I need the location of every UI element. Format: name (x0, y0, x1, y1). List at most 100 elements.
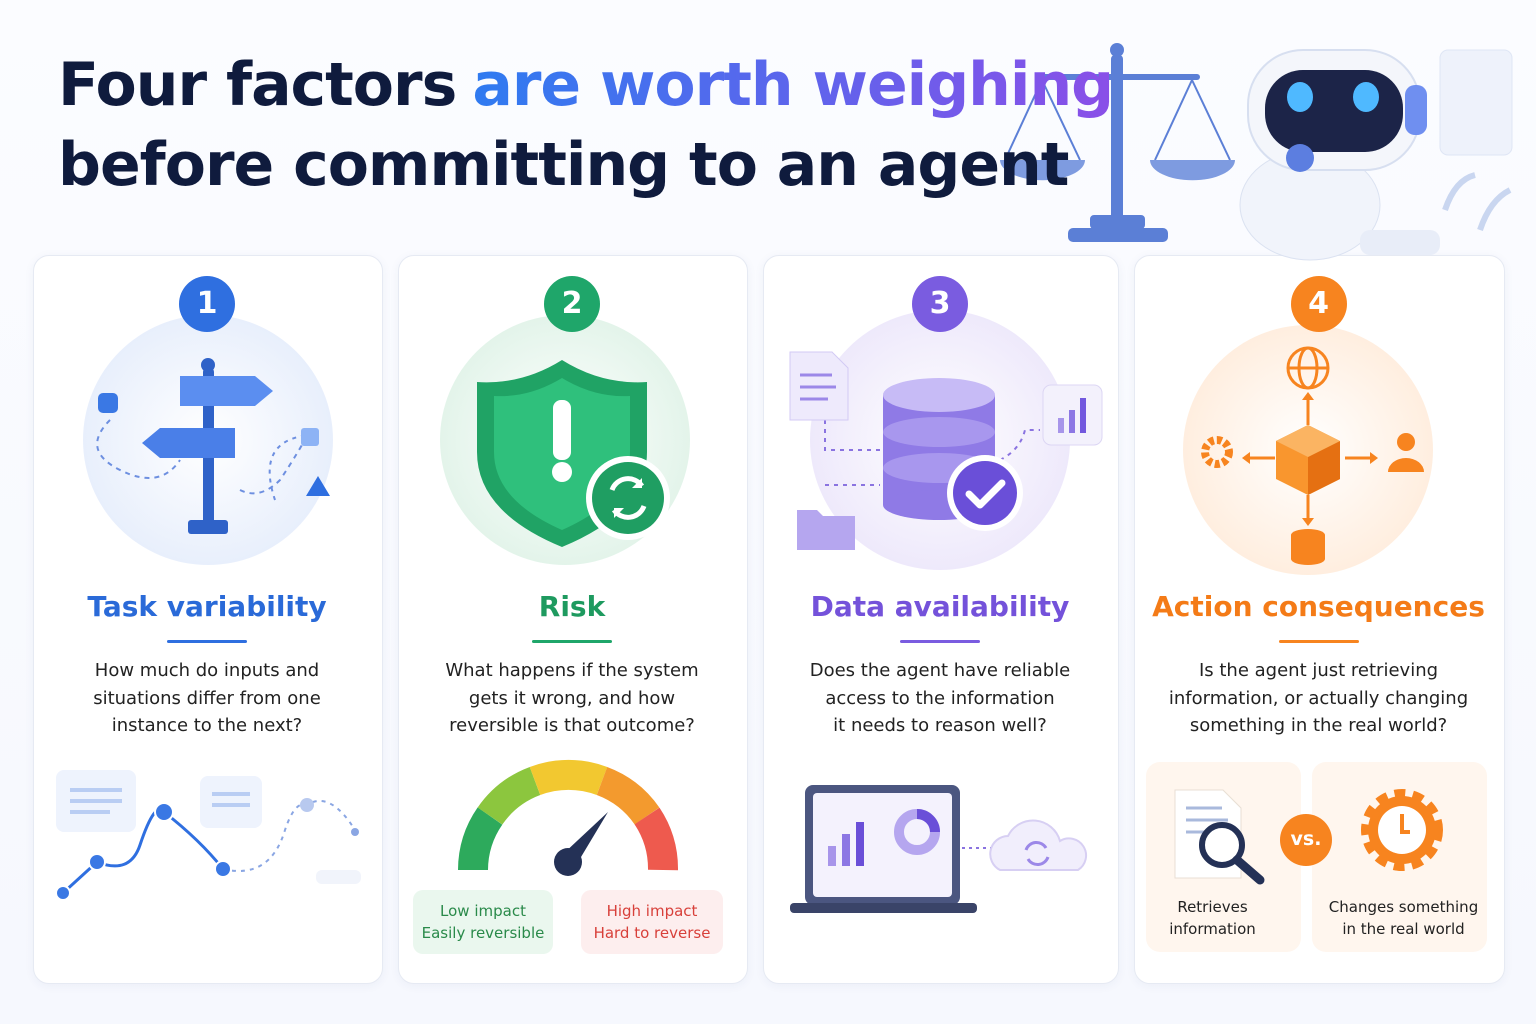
icon-shape (1000, 160, 1085, 181)
icon-shape (316, 870, 361, 884)
card-title: Action consequences (1152, 590, 1485, 623)
icon-shape (553, 400, 571, 460)
icon-shape (200, 776, 262, 828)
reversibility: Hard to reverse (593, 924, 711, 942)
icon-shape (55, 885, 71, 901)
icon-shape (1302, 518, 1314, 526)
icon-shape (1004, 79, 1043, 161)
icon-shape (965, 479, 1006, 509)
icon-shape (596, 766, 660, 825)
icon-shape (142, 428, 235, 458)
card-description: What happens if the system gets it wrong,… (398, 657, 746, 740)
icon-shape (800, 373, 836, 401)
card-title: Data availability (810, 590, 1070, 623)
icon-shape (634, 807, 678, 871)
icon-shape (1405, 85, 1427, 135)
title-underline (532, 640, 612, 643)
description-line: reversible is that outcome? (449, 715, 695, 736)
number-badge: 1 (179, 276, 235, 332)
number-badge: 4 (1290, 276, 1347, 332)
description-line: Does the agent have reliable (809, 660, 1071, 681)
high-impact-label: High impact Hard to reverse (581, 900, 723, 944)
icon-shape (1242, 392, 1424, 565)
icon-shape (1199, 822, 1245, 868)
icon-shape (1058, 418, 1064, 433)
icon-shape (1201, 436, 1233, 468)
icon-shape (1397, 433, 1415, 451)
icon-shape (1069, 410, 1075, 433)
icon-shape (1239, 49, 1513, 261)
impact: High impact (606, 902, 698, 920)
title-text: Four factors (58, 50, 457, 120)
icon-shape (351, 828, 359, 836)
line: in the real world (1342, 920, 1465, 938)
card-description: Does the agent have reliable access to th… (763, 657, 1117, 740)
icon-shape (1068, 228, 1168, 242)
card-description: Is the agent just retrieving information,… (1134, 657, 1503, 740)
icon-shape (1265, 70, 1403, 152)
reversibility: Easily reversible (421, 924, 545, 942)
line: information (1169, 920, 1256, 938)
icon-shape (1287, 82, 1313, 112)
icon-shape (1280, 814, 1332, 866)
description-line: situations differ from one (93, 687, 321, 709)
icon-shape (1388, 458, 1424, 472)
icon-shape (1291, 553, 1325, 565)
icon-shape (180, 376, 273, 406)
icon-shape (55, 802, 232, 901)
icon-shape (98, 393, 118, 413)
description-line: What happens if the system (445, 660, 699, 681)
icon-shape (96, 419, 311, 495)
icon-shape (1353, 82, 1379, 112)
icon-shape (300, 798, 314, 812)
icon-shape (268, 434, 311, 501)
icon-shape (1201, 346, 1372, 520)
icon-shape (828, 846, 836, 866)
description-line: gets it wrong, and how (468, 687, 676, 709)
icon-shape (1000, 43, 1235, 242)
icon-shape (301, 428, 319, 446)
icon-shape (916, 809, 940, 833)
icon-shape (592, 462, 664, 534)
icon-shape (306, 476, 330, 496)
title-line: Four factors are worth weighing (58, 50, 1114, 120)
icon-shape (1150, 160, 1235, 181)
icon-shape (222, 800, 356, 872)
icon-shape (1286, 144, 1314, 172)
card-title: Risk (538, 590, 606, 623)
vs-label: vs. (1290, 828, 1322, 850)
icon-shape (1024, 841, 1050, 866)
description-line: something in the real world? (1189, 715, 1448, 736)
icon-shape (1041, 79, 1081, 161)
description-line: it needs to reason well? (833, 715, 1047, 736)
icon-shape (1276, 425, 1340, 457)
title-highlight: are worth weighing (472, 50, 1114, 120)
icon-shape (842, 834, 850, 866)
title-line: before committing to an agent (58, 130, 1069, 200)
description-line: instance to the next? (111, 715, 303, 736)
icon-shape (1400, 814, 1410, 834)
retrieves-label: Retrieves information (1146, 896, 1279, 940)
icon-shape (1242, 452, 1250, 464)
icon-shape (883, 417, 995, 447)
icon-shape (790, 903, 977, 913)
description-line: How much do inputs and (94, 660, 320, 681)
icon-shape (883, 378, 995, 412)
icon-shape (1439, 49, 1513, 156)
card-description: How much do inputs and situations differ … (33, 657, 381, 740)
line: Retrieves (1177, 898, 1248, 916)
icon-shape (1090, 215, 1145, 229)
icon-shape (413, 890, 553, 954)
title-underline (1278, 640, 1359, 643)
icon-shape (1111, 55, 1123, 220)
icon-shape (88, 853, 106, 871)
icon-shape (1080, 398, 1086, 433)
title-underline (167, 640, 247, 643)
icon-shape (529, 759, 608, 796)
icon-shape (1360, 230, 1440, 255)
icon-shape (1308, 441, 1340, 495)
icon-shape (70, 788, 250, 814)
icon-shape (856, 822, 864, 866)
icon-shape (1154, 79, 1193, 161)
